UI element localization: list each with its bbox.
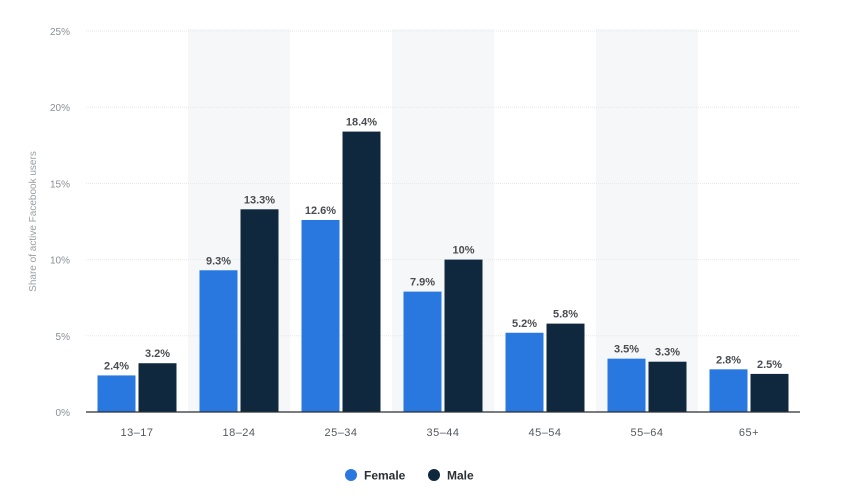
bar-female-4[interactable] (505, 332, 544, 412)
bar-male-2[interactable] (342, 131, 381, 413)
y-axis-title: Share of active Facebook users (28, 151, 39, 292)
data-label: 13.3% (244, 194, 275, 206)
x-tick-label: 65+ (739, 427, 759, 439)
data-label: 5.2% (512, 318, 537, 330)
data-label: 2.5% (757, 359, 782, 371)
y-tick-label: 0% (56, 408, 71, 419)
bar-male-3[interactable] (444, 259, 483, 412)
bar-male-6[interactable] (750, 373, 789, 412)
x-tick-label: 25–34 (324, 427, 357, 439)
data-label: 10% (452, 245, 474, 257)
x-tick-label: 18–24 (222, 427, 255, 439)
bar-female-2[interactable] (301, 219, 340, 412)
data-label: 18.4% (346, 117, 377, 129)
bar-male-1[interactable] (240, 209, 279, 412)
bar-male-5[interactable] (648, 361, 687, 412)
bar-female-6[interactable] (709, 369, 748, 412)
bar-female-0[interactable] (97, 375, 136, 412)
x-tick-label: 13–17 (120, 427, 153, 439)
y-tick-label: 15% (50, 179, 70, 190)
data-label: 3.2% (145, 348, 170, 360)
legend-marker-female[interactable] (345, 469, 357, 481)
y-tick-label: 25% (50, 27, 70, 38)
bar-male-4[interactable] (546, 323, 585, 412)
x-tick-label: 45–54 (528, 427, 561, 439)
y-tick-label: 5% (56, 332, 71, 343)
data-label: 9.3% (206, 255, 231, 267)
x-tick-label: 35–44 (426, 427, 459, 439)
legend-label-male[interactable]: Male (447, 469, 474, 483)
legend-label-female[interactable]: Female (364, 469, 406, 483)
data-label: 2.8% (716, 354, 741, 366)
bar-male-0[interactable] (138, 363, 177, 412)
y-tick-label: 20% (50, 103, 70, 114)
data-label: 5.8% (553, 309, 578, 321)
category-band (596, 29, 698, 412)
bar-female-3[interactable] (403, 291, 442, 412)
data-label: 3.5% (614, 344, 639, 356)
bar-female-5[interactable] (607, 358, 646, 412)
data-label: 2.4% (104, 360, 129, 372)
y-tick-label: 10% (50, 256, 70, 267)
bar-female-1[interactable] (199, 270, 238, 412)
x-tick-label: 55–64 (630, 427, 663, 439)
data-label: 7.9% (410, 277, 435, 289)
data-label: 3.3% (655, 347, 680, 359)
legend-marker-male[interactable] (428, 469, 440, 481)
data-label: 12.6% (305, 205, 336, 217)
